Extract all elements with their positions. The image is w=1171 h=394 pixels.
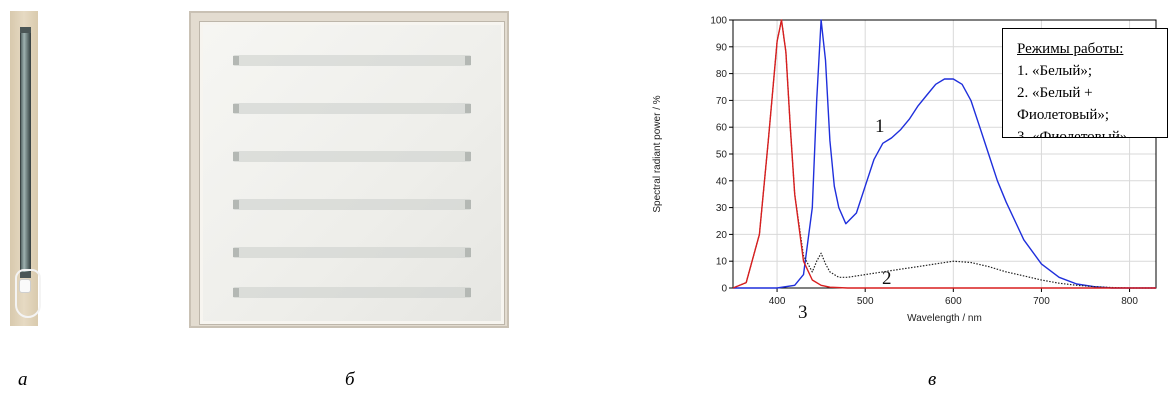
power-cable (15, 269, 41, 318)
y-tick-label: 50 (716, 150, 728, 161)
led-strip (233, 199, 471, 210)
legend-item: 2. «Белый + (1017, 85, 1093, 101)
curve-label-3: 3 (798, 302, 808, 323)
curve-label-1: 1 (875, 116, 885, 137)
y-tick-label: 90 (716, 42, 728, 53)
caption-b: б (345, 369, 355, 390)
led-strip (233, 247, 471, 258)
led-panel (200, 22, 504, 324)
led-strip (233, 151, 471, 162)
y-axis-title: Spectral radiant power / % (652, 95, 663, 212)
y-tick-label: 60 (716, 123, 728, 134)
power-plug (19, 279, 31, 293)
y-tick-label: 10 (716, 257, 728, 268)
series-line-2 (732, 19, 1156, 289)
series-line-3 (732, 19, 1156, 289)
led-strip (233, 287, 471, 298)
x-tick-label: 400 (769, 296, 786, 307)
photo-linear-lamp (10, 11, 41, 326)
curve-label-2: 2 (882, 268, 892, 289)
legend-item: 1. «Белый»; (1017, 63, 1093, 79)
x-tick-label: 700 (1033, 296, 1050, 307)
x-tick-label: 600 (945, 296, 962, 307)
series-line-1 (733, 19, 1156, 289)
legend-item: 3. «Фиолетовый» (1017, 129, 1128, 138)
caption-a: а (18, 369, 28, 390)
led-strip (233, 103, 471, 114)
x-tick-label: 800 (1121, 296, 1138, 307)
x-axis-title: Wavelength / nm (907, 313, 982, 324)
y-tick-label: 100 (710, 16, 727, 27)
y-tick-label: 30 (716, 203, 728, 214)
legend-item: Фиолетовый»; (1017, 107, 1110, 123)
led-strip (233, 55, 471, 66)
y-tick-label: 0 (721, 284, 727, 295)
y-tick-label: 70 (716, 96, 728, 107)
y-tick-label: 40 (716, 176, 728, 187)
legend-box: Режимы работы: 1. «Белый»; 2. «Белый + Ф… (1002, 28, 1168, 138)
x-tick-label: 500 (857, 296, 874, 307)
linear-fixture (20, 27, 31, 278)
legend-title: Режимы работы: (1017, 41, 1124, 57)
caption-c: в (928, 369, 937, 390)
fixture-end-cap (20, 27, 31, 33)
y-tick-label: 80 (716, 69, 728, 80)
y-tick-label: 20 (716, 230, 728, 241)
